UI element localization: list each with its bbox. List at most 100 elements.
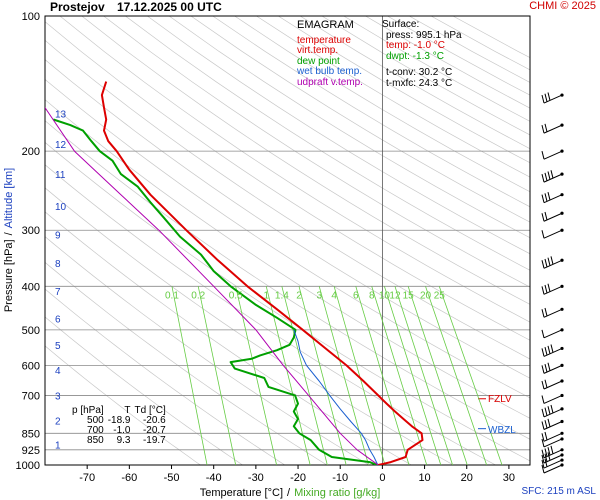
table-header-t: T bbox=[124, 405, 131, 416]
wind-barb bbox=[541, 445, 564, 459]
wind-barb-dot bbox=[560, 307, 564, 311]
wind-barb-dot bbox=[560, 458, 564, 462]
mixing-ratio-line bbox=[197, 286, 237, 465]
series-group bbox=[45, 81, 424, 465]
wind-barb bbox=[541, 458, 564, 469]
wind-barb-feather bbox=[541, 454, 545, 464]
pressure-tick-label: 300 bbox=[22, 225, 40, 237]
wind-barb-dot bbox=[560, 393, 564, 398]
table-row: 850 9.3 -19.7 bbox=[72, 436, 170, 446]
wind-barb bbox=[541, 123, 564, 134]
wind-barb-feather bbox=[550, 256, 554, 265]
altitude-tick-label: 9 bbox=[55, 231, 61, 242]
wind-barb-feather bbox=[547, 92, 551, 101]
wind-barb-dot bbox=[560, 258, 564, 262]
wind-barb-feather bbox=[550, 404, 554, 414]
table-cell: 700 bbox=[87, 425, 104, 436]
wind-barb-feather bbox=[544, 431, 548, 441]
y-axis-label-altitude: Altitude [km] bbox=[3, 168, 15, 229]
dry-adiabat-line bbox=[59, 16, 530, 323]
altitude-tick-label: 2 bbox=[55, 416, 61, 427]
wind-barb-dot bbox=[560, 419, 564, 424]
wind-barb-dot bbox=[560, 453, 564, 457]
pressure-tick-label: 100 bbox=[22, 11, 40, 23]
wind-barb-feather bbox=[550, 445, 554, 455]
wind-barb bbox=[541, 393, 564, 404]
table-header-td: Td [°C] bbox=[134, 405, 166, 416]
table-cell: 9.3 bbox=[116, 435, 131, 446]
dry-adiabat-line bbox=[45, 99, 530, 419]
wind-barb bbox=[541, 362, 564, 374]
wind-barb-feather bbox=[541, 309, 545, 318]
table-cell: -1.0 bbox=[113, 425, 131, 436]
wind-barb-dot bbox=[560, 379, 564, 383]
table-cell: 850 bbox=[87, 435, 104, 446]
wind-barb bbox=[541, 92, 564, 104]
wind-barb-staff bbox=[543, 229, 563, 239]
series-temperature bbox=[100, 81, 424, 465]
wind-barb-feather bbox=[544, 172, 548, 181]
wind-barb-feather bbox=[541, 174, 545, 183]
x-axis-label-sep: / bbox=[287, 487, 291, 499]
table-cell: 500 bbox=[87, 415, 104, 426]
wind-barb-dot bbox=[560, 448, 564, 452]
x-axis-label-mixing: Mixing ratio [g/kg] bbox=[294, 487, 380, 499]
wbzl-label: WBZL bbox=[488, 425, 516, 436]
altitude-tick-label: 3 bbox=[55, 391, 61, 402]
surface-temp: temp: -1.0 °C bbox=[386, 40, 446, 51]
x-tick-label: -50 bbox=[164, 472, 180, 484]
y-axis-label-pressure: Pressure [hPa] bbox=[3, 239, 15, 312]
mixing-ratio-label: 15 bbox=[403, 290, 415, 301]
wind-barb bbox=[541, 431, 564, 442]
mixing-ratio-line bbox=[407, 286, 468, 465]
mixing-ratio-label: 20 bbox=[420, 290, 432, 301]
wind-barb-feather bbox=[544, 453, 548, 462]
wind-barb-feather bbox=[541, 94, 545, 104]
surface-tconv: t-conv: 30.2 °C bbox=[386, 67, 453, 78]
mixing-ratio-line bbox=[371, 286, 428, 465]
legend-item-virt-temp: virt.temp. bbox=[297, 45, 339, 56]
pressure-tick-label: 700 bbox=[22, 390, 40, 402]
altitude-tick-label: 13 bbox=[55, 110, 67, 121]
dry-adiabat-line bbox=[45, 21, 530, 341]
x-axis-label-temp: Temperature [°C] bbox=[200, 487, 283, 499]
wind-barb bbox=[541, 379, 564, 390]
wind-barb bbox=[541, 228, 564, 239]
wind-barb-dot bbox=[560, 437, 564, 441]
dry-adiabat-line bbox=[212, 16, 530, 208]
pressure-tick-label: 925 bbox=[22, 445, 40, 457]
altitude-tick-label: 10 bbox=[55, 202, 67, 213]
mixing-ratio-line bbox=[438, 286, 503, 465]
dry-adiabat-line bbox=[125, 16, 530, 271]
dry-adiabat-line bbox=[45, 78, 530, 399]
x-tick-label: -10 bbox=[332, 472, 348, 484]
wind-barb-dot bbox=[560, 328, 564, 332]
wind-barb-feather bbox=[547, 406, 551, 415]
wind-barb-feather bbox=[544, 193, 548, 202]
altitude-tick-label: 4 bbox=[55, 366, 61, 377]
wind-barb-feather bbox=[541, 380, 545, 390]
wind-barb-dot bbox=[560, 228, 564, 232]
station-name: Prostejov bbox=[50, 0, 105, 14]
wind-barb-feather bbox=[541, 395, 545, 404]
altitude-tick-label: 1 bbox=[55, 440, 61, 451]
wind-barb-feather bbox=[550, 170, 554, 179]
x-tick-label: -40 bbox=[206, 472, 222, 484]
mixing-ratio-lines bbox=[171, 286, 503, 465]
wind-barb-feather bbox=[544, 258, 548, 268]
altitude-tick-label: 7 bbox=[55, 287, 61, 298]
mixing-ratio-line bbox=[171, 286, 208, 465]
wind-barb-feather bbox=[541, 286, 545, 295]
table-row: 700 -1.0 -20.7 bbox=[72, 426, 170, 436]
mixing-ratio-label: 12 bbox=[389, 290, 401, 301]
x-tick-label: 0 bbox=[379, 472, 385, 484]
mixing-ratio-line bbox=[355, 286, 410, 465]
wind-barb bbox=[541, 437, 564, 448]
mixing-lines-group bbox=[171, 286, 503, 465]
wind-barb-feather bbox=[541, 125, 545, 134]
wind-barb-feather bbox=[541, 213, 545, 222]
dry-adiabat-line bbox=[81, 16, 530, 305]
wind-barb bbox=[541, 307, 564, 318]
wind-barb-feather bbox=[547, 447, 551, 456]
dry-adiabat-line bbox=[45, 39, 530, 360]
